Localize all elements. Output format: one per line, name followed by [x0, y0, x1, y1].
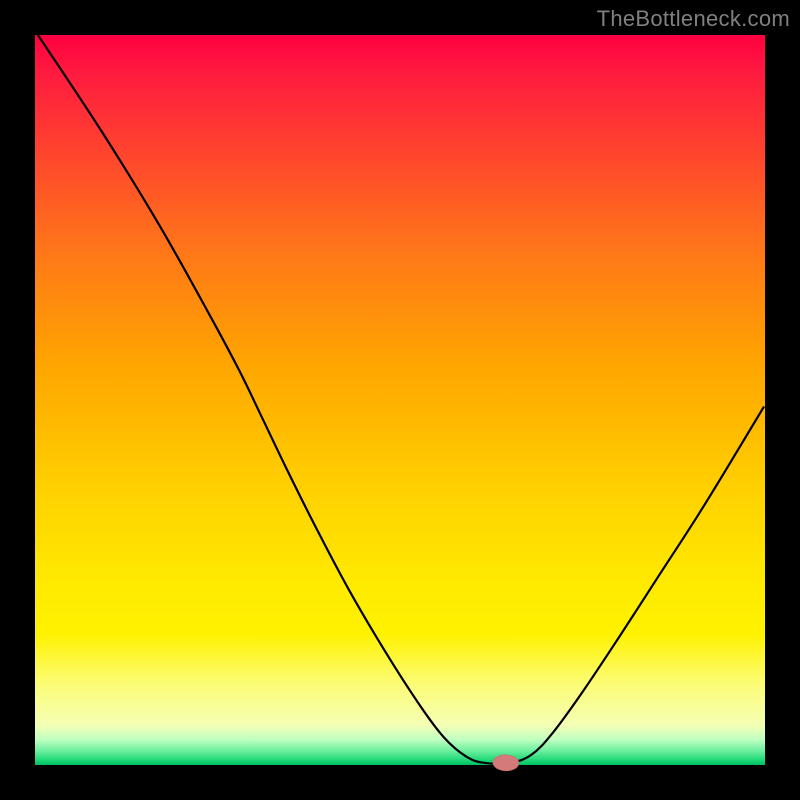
- bottleneck-chart: [0, 0, 800, 800]
- plot-background: [35, 35, 765, 765]
- chart-stage: TheBottleneck.com: [0, 0, 800, 800]
- watermark-label: TheBottleneck.com: [597, 6, 790, 32]
